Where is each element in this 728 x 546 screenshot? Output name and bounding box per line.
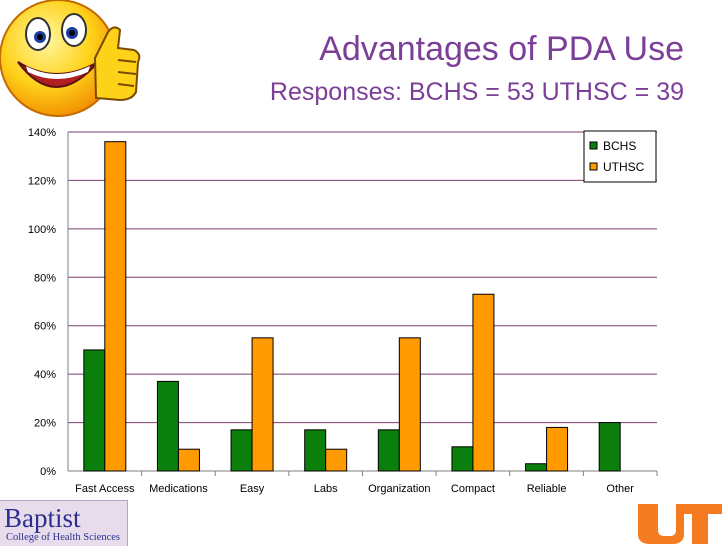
bar-uthsc xyxy=(251,337,274,472)
bar-uthsc xyxy=(546,426,569,472)
bar-bchs xyxy=(598,422,621,472)
bar-uthsc xyxy=(472,293,495,472)
baptist-logo-wordmark: Baptist xyxy=(4,503,81,533)
bar-bchs xyxy=(451,446,474,472)
smiley-thumbs-up-icon xyxy=(0,0,141,117)
y-tick-label: 60% xyxy=(34,321,56,333)
x-tick-label: Reliable xyxy=(527,483,567,495)
y-tick-label: 100% xyxy=(28,224,56,236)
legend-swatch xyxy=(589,162,598,171)
x-tick-label: Compact xyxy=(451,483,495,495)
bar-bchs xyxy=(304,429,327,472)
ut-logo-icon xyxy=(638,504,722,544)
bar-bchs xyxy=(525,463,548,472)
bar-bchs xyxy=(230,429,253,472)
y-tick-label: 20% xyxy=(34,418,56,430)
baptist-college-logo: Baptist College of Health Sciences xyxy=(0,500,128,546)
bar-bchs xyxy=(83,349,106,472)
y-tick-label: 120% xyxy=(28,175,56,187)
legend-swatch xyxy=(589,141,598,150)
y-tick-label: 0% xyxy=(40,466,56,478)
slide-title: Advantages of PDA Use xyxy=(319,30,684,68)
legend-label: BCHS xyxy=(603,139,636,153)
y-tick-label: 80% xyxy=(34,272,56,284)
x-tick-label: Medications xyxy=(149,483,208,495)
y-tick-label: 40% xyxy=(34,369,56,381)
legend-label: UTHSC xyxy=(603,160,645,174)
bar-uthsc xyxy=(325,448,348,472)
x-tick-label: Fast Access xyxy=(75,483,135,495)
bar-bchs xyxy=(156,380,179,472)
x-tick-label: Easy xyxy=(240,483,265,495)
bar-bchs xyxy=(377,429,400,472)
x-tick-label: Organization xyxy=(368,483,430,495)
bar-chart: 0% 20% 40% 60% 80% 100% 120% 140% Fast Access Med… xyxy=(28,127,658,495)
y-tick-label: 140% xyxy=(28,127,56,139)
baptist-logo-tagline: College of Health Sciences xyxy=(6,532,121,543)
bar-uthsc xyxy=(104,141,127,472)
bar-uthsc xyxy=(177,448,200,472)
bar-uthsc xyxy=(398,337,421,472)
slide-subtitle: Responses: BCHS = 53 UTHSC = 39 xyxy=(269,78,684,106)
legend-box xyxy=(583,130,657,183)
x-tick-label: Other xyxy=(606,483,634,495)
x-tick-label: Labs xyxy=(314,483,338,495)
